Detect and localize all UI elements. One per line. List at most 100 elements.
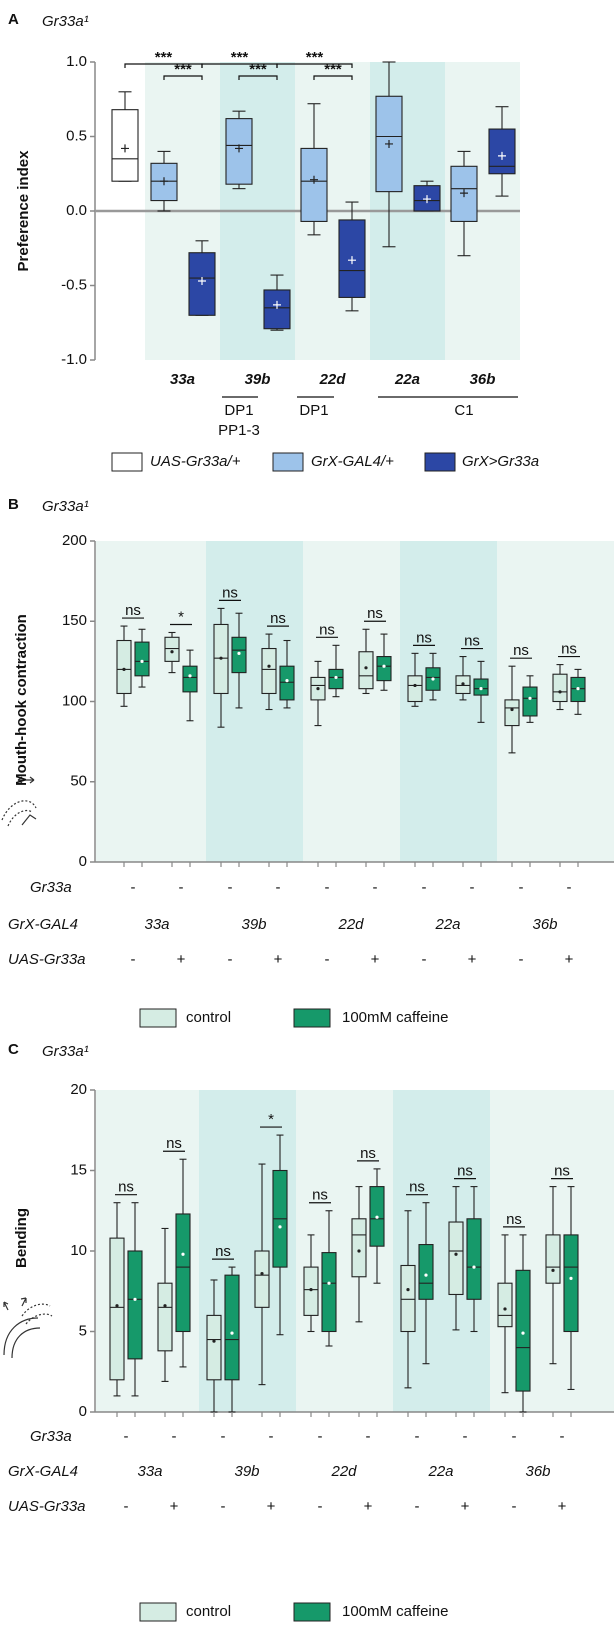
genotype-cell: - (519, 879, 524, 896)
y-tick-label: -0.5 (61, 276, 87, 293)
box (175, 1213, 191, 1333)
y-tick-label: 10 (70, 1242, 87, 1259)
genotype-cell: - (179, 879, 184, 896)
genotype-row-label: UAS-Gr33a (8, 951, 86, 968)
legend-label: 100mM caffeine (342, 1009, 448, 1026)
legend-swatch (293, 1008, 331, 1028)
significance-label: *** (249, 61, 267, 78)
background-band (96, 541, 206, 862)
legend-label: 100mM caffeine (342, 1603, 448, 1620)
genotype-cell: - (519, 951, 524, 968)
box (116, 639, 132, 695)
box (164, 636, 180, 662)
y-tick-label: 0.5 (66, 127, 87, 144)
genotype-cell: + (364, 1498, 373, 1515)
significance-bracket (276, 63, 353, 68)
mean-marker (460, 189, 468, 198)
y-tick-label: 0 (79, 853, 87, 870)
legend-label: GrX-GAL4/+ (311, 453, 394, 470)
y-tick-label: 0.0 (66, 202, 87, 219)
significance-label: ns (409, 1179, 425, 1196)
mean-marker (309, 1288, 313, 1292)
mean-marker (140, 659, 144, 663)
genotype-cell: 39b (234, 1463, 259, 1480)
genotype-cell: - (325, 879, 330, 896)
box (418, 1244, 434, 1300)
legend-swatch (139, 1602, 177, 1622)
box (254, 1250, 270, 1308)
genotype-cell: 22d (337, 916, 364, 933)
significance-label: *** (174, 61, 192, 78)
genotype-cell: - (131, 951, 136, 968)
genotype-row-label: Gr33a (30, 1428, 72, 1445)
legend-label: control (186, 1009, 231, 1026)
y-tick-label: 200 (62, 532, 87, 549)
significance-label: ns (561, 641, 577, 658)
significance-bracket (238, 75, 278, 80)
box (134, 641, 150, 677)
significance-label: ns (319, 621, 335, 638)
genotype-row-label: GrX-GAL4 (8, 1463, 78, 1480)
genotype-cell: + (371, 951, 380, 968)
box (351, 1218, 367, 1278)
mouth-hook-icon (1, 776, 37, 827)
significance-label: *** (306, 49, 324, 66)
legend-swatch (293, 1602, 331, 1622)
box (279, 665, 295, 701)
significance-label: ns (506, 1211, 522, 1228)
box (261, 647, 277, 695)
mean-marker (235, 144, 243, 153)
genotype-cell: - (422, 879, 427, 896)
box (497, 1282, 513, 1328)
box (300, 147, 328, 222)
genotype-cell: - (221, 1428, 226, 1445)
background-band (303, 541, 400, 862)
y-tick-label: -1.0 (61, 351, 87, 368)
mean-marker (364, 666, 368, 670)
box (473, 678, 489, 696)
significance-label: ns (360, 1145, 376, 1162)
box (321, 1252, 337, 1333)
y-tick-label: 150 (62, 612, 87, 629)
genotype-cell: - (269, 1428, 274, 1445)
genotype-cell: - (470, 879, 475, 896)
box (563, 1234, 579, 1333)
mean-marker (431, 677, 435, 681)
mean-marker (273, 300, 281, 309)
mean-marker (160, 177, 168, 186)
legend-label: control (186, 1603, 231, 1620)
box (109, 1237, 125, 1381)
genotype-cell: - (560, 1428, 565, 1445)
mean-marker (133, 1297, 137, 1301)
genotype-cell: - (131, 879, 136, 896)
mean-marker (267, 664, 271, 668)
box (231, 636, 247, 674)
box (522, 686, 538, 717)
mean-marker (472, 1265, 476, 1269)
legend-swatch (139, 1008, 177, 1028)
mean-marker (212, 1339, 216, 1343)
genotype-cell: + (558, 1498, 567, 1515)
genotype-cell: + (170, 1498, 179, 1515)
legend-label: UAS-Gr33a/+ (150, 453, 241, 470)
mean-marker (327, 1281, 331, 1285)
x-tick-label: 33a (170, 371, 195, 388)
legend-swatch (111, 452, 143, 472)
genotype-row-label: UAS-Gr33a (8, 1498, 86, 1515)
box (552, 673, 568, 703)
box (407, 675, 423, 703)
mean-marker (285, 679, 289, 683)
mean-marker (569, 1276, 573, 1280)
y-tick-label: 50 (70, 773, 87, 790)
genotype-cell: - (512, 1428, 517, 1445)
class-label: DP1 (299, 402, 328, 419)
y-axis-label: Preference index (15, 150, 32, 272)
genotype-cell: - (318, 1428, 323, 1445)
mean-marker (334, 675, 338, 680)
legend-swatch (424, 452, 456, 472)
y-axis-label: Bending (13, 1208, 30, 1268)
genotype-cell: 33a (137, 1463, 162, 1480)
box (157, 1282, 173, 1352)
significance-label: * (268, 1111, 274, 1128)
box (127, 1250, 143, 1360)
